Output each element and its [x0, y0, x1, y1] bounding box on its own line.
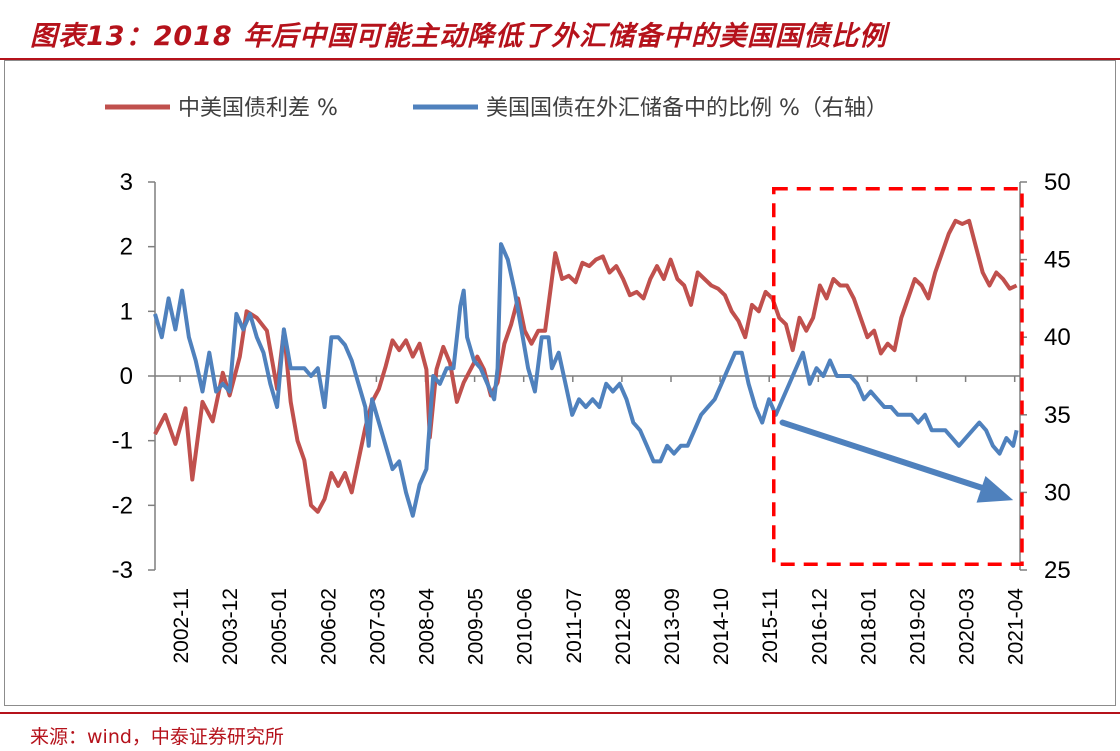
y-left-tick-label: 1 [120, 298, 133, 325]
x-tick-label: 2013-09 [661, 588, 684, 665]
y-right-tick-label: 25 [1044, 557, 1071, 584]
x-tick-label: 2018-01 [857, 588, 880, 665]
footer-rule [0, 712, 1120, 714]
y-left-tick-label: -3 [112, 557, 133, 584]
x-tick-label: 2009-05 [465, 588, 488, 665]
x-tick-label: 2005-01 [268, 588, 291, 665]
trend-arrow-shaft [779, 419, 1005, 498]
x-tick-label: 2008-04 [416, 588, 439, 665]
y-right-tick-label: 35 [1044, 402, 1071, 429]
x-tick-label: 2012-08 [612, 588, 635, 665]
x-tick-label: 2015-11 [759, 588, 782, 664]
dashed-highlight-box [772, 187, 1024, 566]
y-left-tick-label: 3 [120, 169, 133, 196]
y-right-tick-label: 45 [1044, 247, 1071, 274]
y-left-tick-label: 2 [120, 234, 133, 261]
x-tick-label: 2020-03 [956, 588, 979, 665]
y-left-tick-label: 0 [120, 363, 133, 390]
series-line-rate-spread [153, 218, 1018, 514]
x-tick-label: 2010-06 [514, 588, 537, 665]
series-line-treasury-share [153, 242, 1019, 518]
y-right-tick-label: 30 [1044, 479, 1071, 506]
axes: 3 2 1 0 -1 -2 -3 50 45 40 35 30 25 2002-11 2003-12 2005… [112, 169, 1071, 665]
x-tick-label: 2014-10 [710, 588, 733, 665]
title-rule [0, 58, 1120, 60]
chart-frame [4, 60, 1116, 706]
annotations [772, 187, 1024, 566]
x-tick-label: 2002-11 [170, 588, 193, 664]
y-left-tick-label: -2 [112, 492, 133, 519]
x-tick-label: 2006-02 [317, 588, 340, 665]
x-tick-label: 2016-12 [808, 588, 831, 665]
x-tick-label: 2019-02 [907, 588, 930, 665]
y-left-tick-label: -1 [112, 428, 133, 455]
legend: 中美国债利差 % 美国国债在外汇储备中的比例 %（右轴） [105, 96, 888, 121]
x-tick-label: 2003-12 [219, 588, 242, 665]
trend-arrow-head [976, 476, 1014, 503]
chart-title: 图表13：2018 年后中国可能主动降低了外汇储备中的美国国债比例 [30, 21, 888, 52]
x-tick-label: 2007-03 [366, 588, 389, 665]
x-tick-label: 2021-04 [1005, 588, 1028, 665]
y-right-tick-label: 40 [1044, 324, 1071, 351]
legend-label-series1: 中美国债利差 % [178, 96, 338, 121]
legend-label-series2: 美国国债在外汇储备中的比例 %（右轴） [486, 96, 888, 121]
y-right-tick-label: 50 [1044, 169, 1071, 196]
source-note: 来源：wind，中泰证券研究所 [30, 726, 284, 748]
series-lines [153, 218, 1019, 518]
x-tick-label: 2011-07 [563, 588, 586, 664]
